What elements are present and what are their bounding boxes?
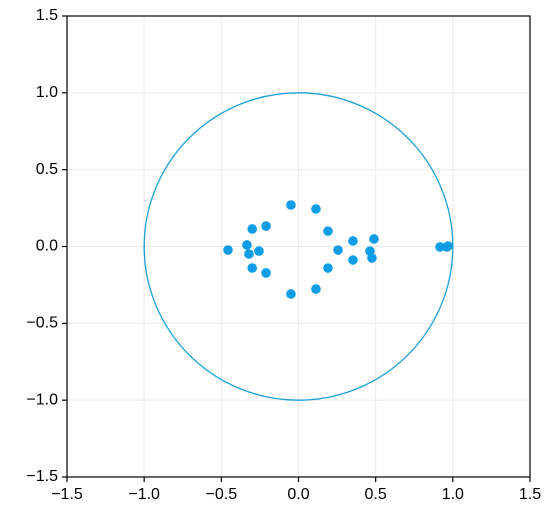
y-tick-label: 0.0 [36,238,58,255]
unit-circle [143,92,454,401]
point [254,246,264,256]
point [242,240,252,250]
point [348,255,358,265]
point [311,204,321,214]
y-tick-label: 0.5 [36,161,58,178]
point [261,221,271,231]
point [286,200,296,210]
y-tick-label: −1.5 [26,468,58,485]
point [247,224,257,234]
x-tick-label: 0.5 [365,486,387,503]
point [223,245,233,255]
point [348,236,358,246]
x-tick-label: −1.0 [128,486,160,503]
point [323,263,333,273]
point [286,289,296,299]
point [369,234,379,244]
point [244,249,254,259]
point [247,263,257,273]
x-tick-label: 1.0 [442,486,464,503]
point [311,284,321,294]
plot-frame [66,15,531,478]
y-tick-label: −1.0 [26,391,58,408]
point [323,226,333,236]
point [367,253,377,263]
x-tick-label: 0.0 [287,486,309,503]
x-tick-label: −1.5 [51,486,83,503]
point [435,242,445,252]
point [443,241,453,251]
x-tick-label: 1.5 [519,486,541,503]
y-tick-label: −0.5 [26,315,58,332]
point [261,268,271,278]
y-tick-label: 1.5 [36,7,58,24]
y-tick-label: 1.0 [36,84,58,101]
point [333,245,343,255]
x-tick-label: −0.5 [206,486,238,503]
